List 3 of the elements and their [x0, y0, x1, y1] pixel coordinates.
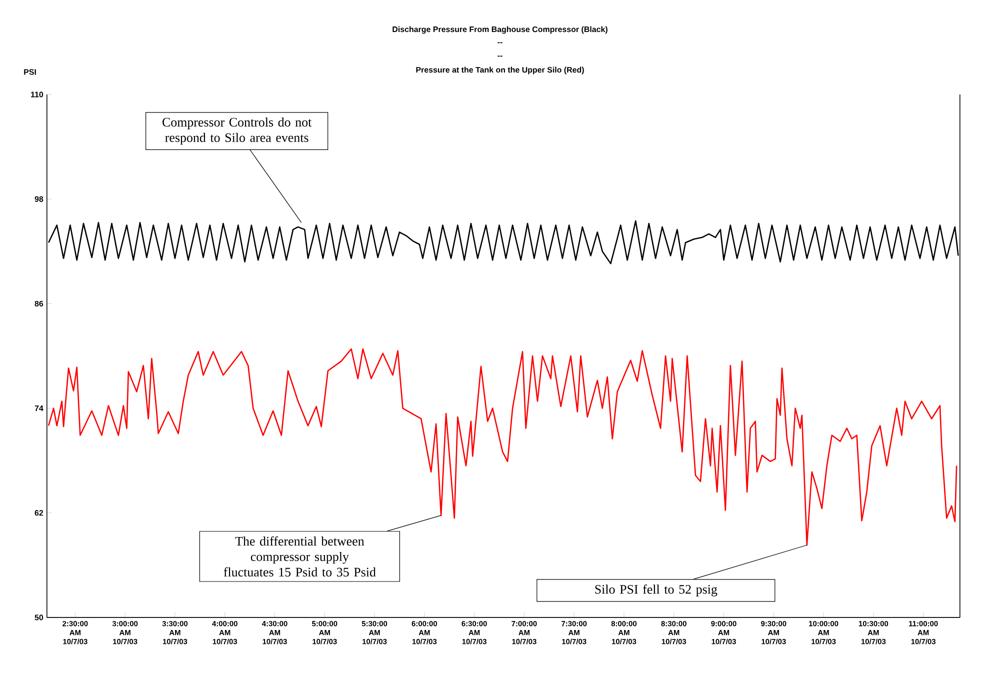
annotation: Silo PSI fell to 52 psig [595, 584, 718, 596]
annotation: Compressor Controls do not respond to Silo area events [162, 117, 312, 145]
annotation: The differential between compressor supply fluctuates 15 Psid to 35 Psid [224, 536, 376, 576]
